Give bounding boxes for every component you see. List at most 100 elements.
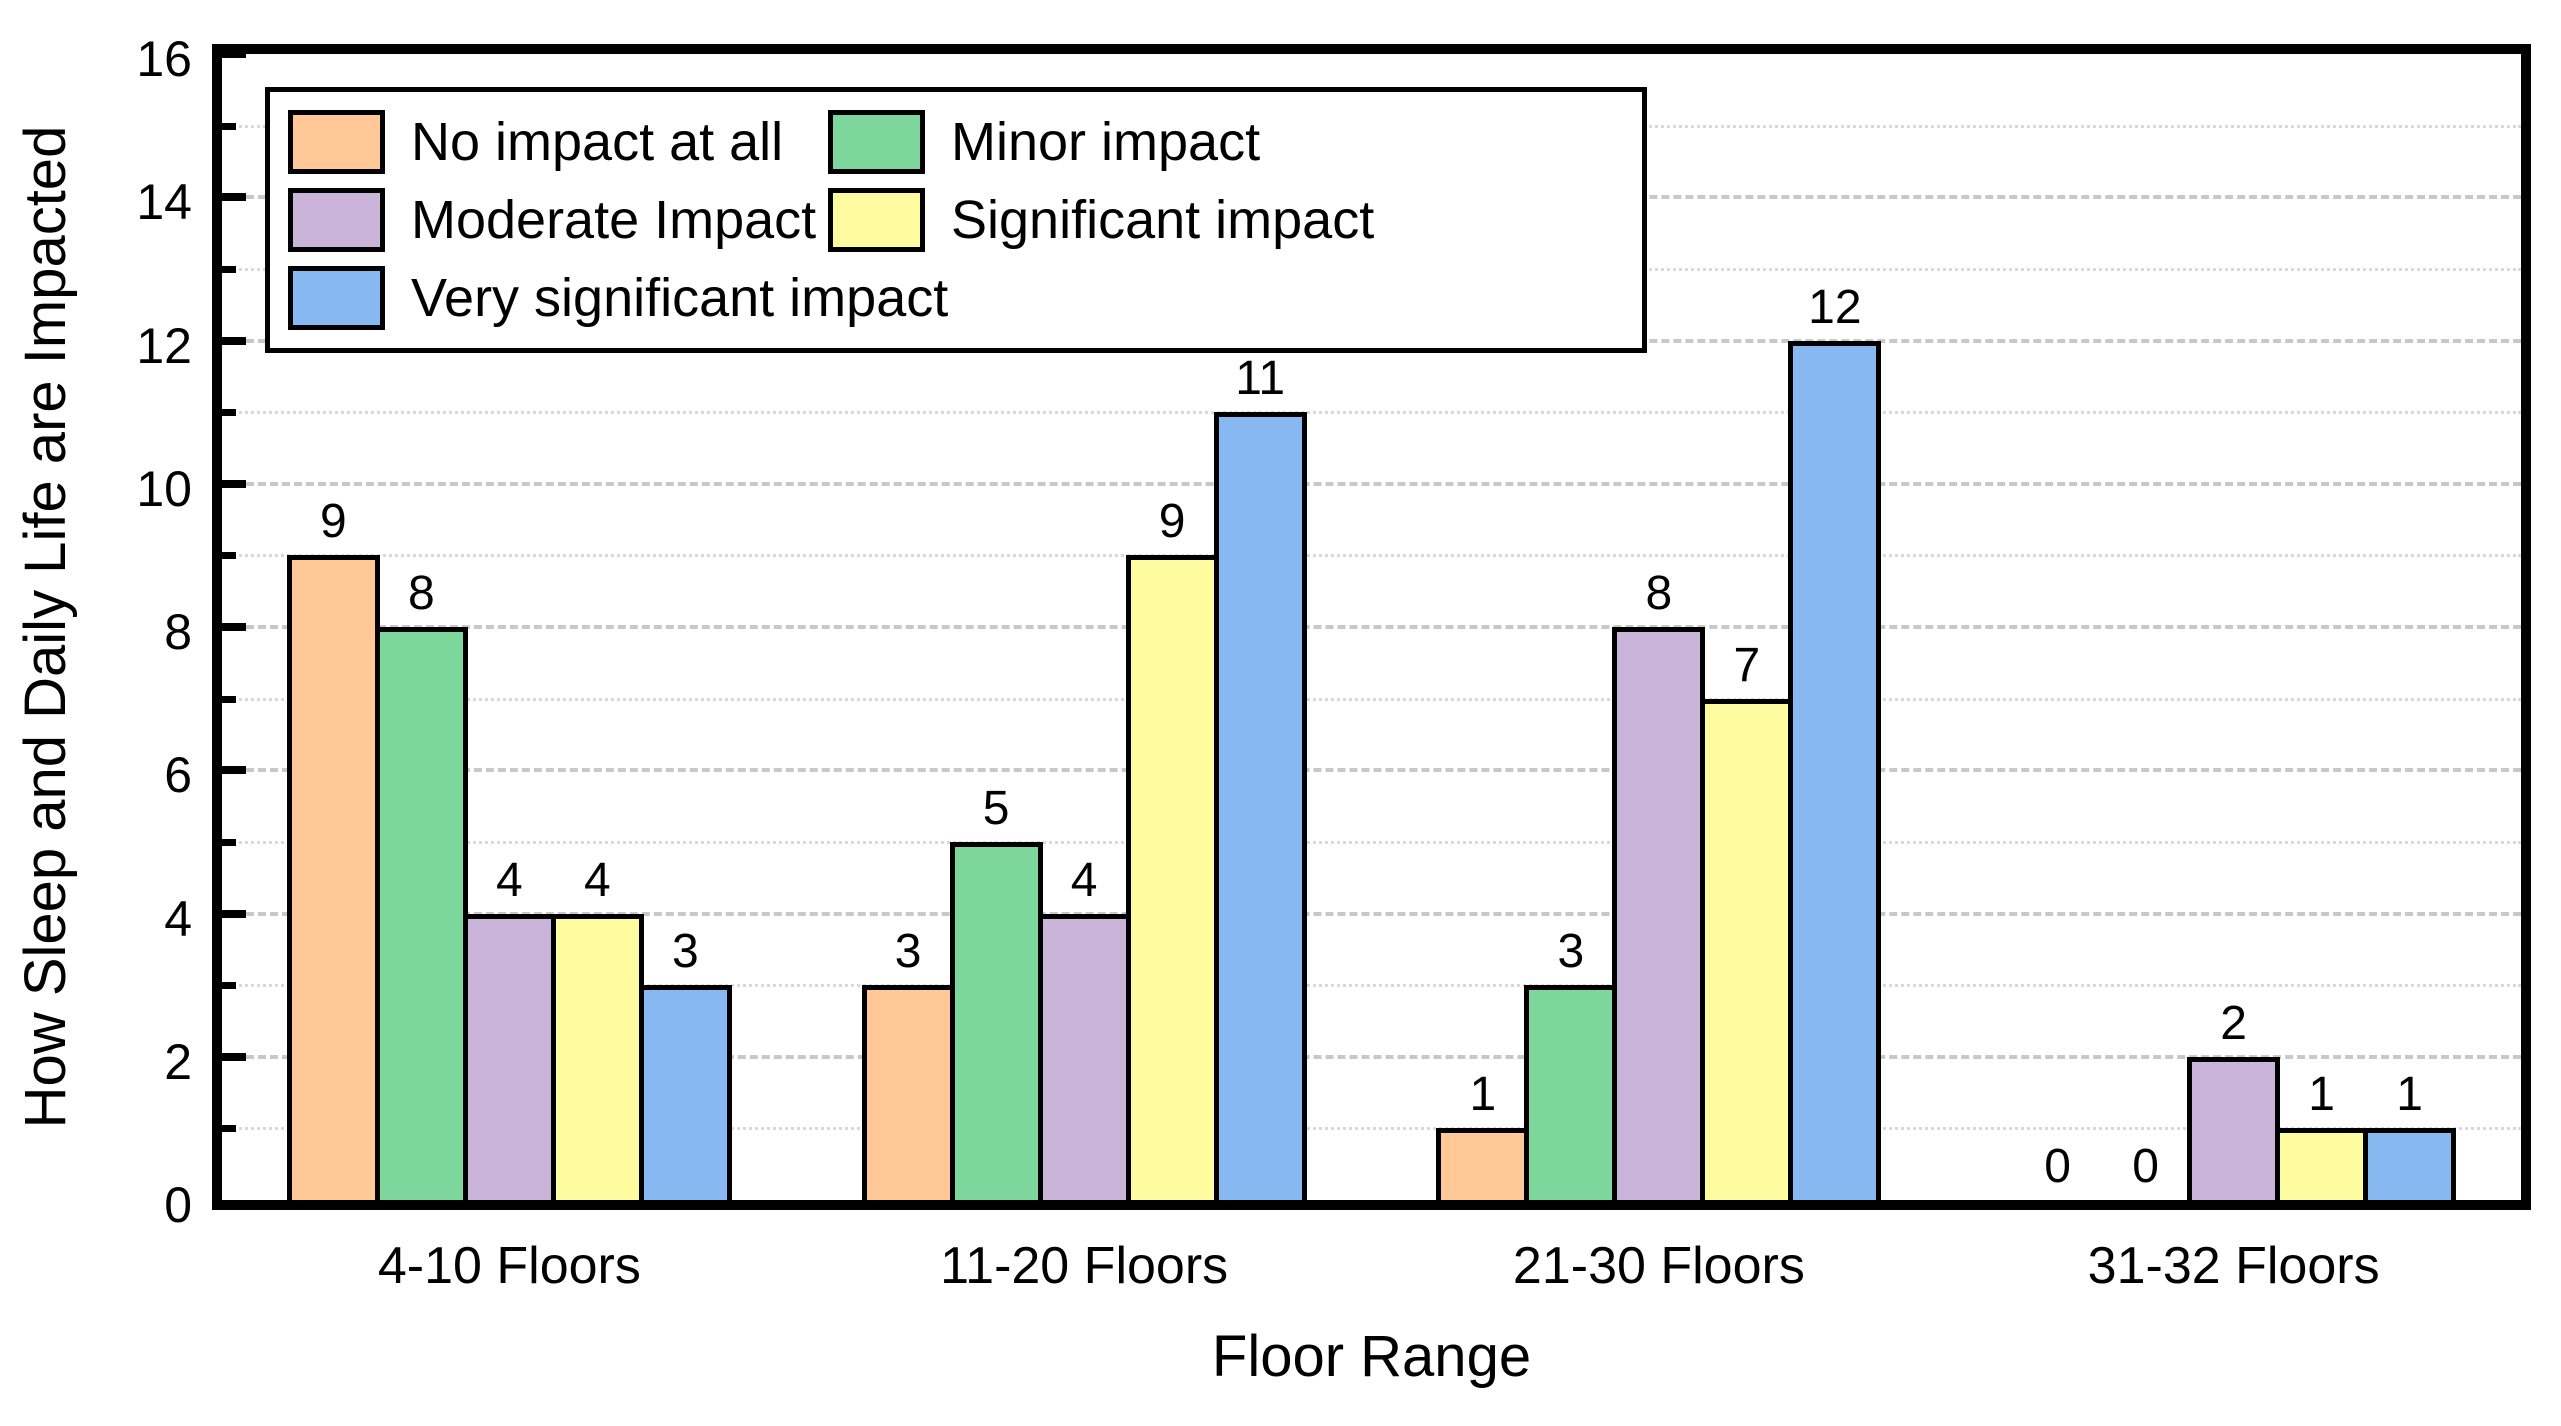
major-gridline-10: [222, 481, 2521, 486]
major-gridline-8: [222, 625, 2521, 629]
legend-entry-Very significant impact: Very significant impact: [288, 260, 948, 336]
bar-Very significant impact-21-30 Floors: [1788, 340, 1882, 1200]
bar-slot: 5: [949, 781, 1043, 1200]
major-gridline-4: [222, 911, 2521, 916]
bar-slot: 0: [2099, 1142, 2192, 1200]
legend-swatch-Moderate Impact: [288, 188, 385, 252]
x-category-label-31-32 Floors: 31-32 Floors: [2087, 1237, 2380, 1295]
bar-value-label: 4: [496, 853, 523, 907]
bar-slot: 4: [462, 853, 556, 1200]
bar-Significant impact-21-30 Floors: [1700, 698, 1794, 1200]
major-gridline-6: [222, 768, 2521, 773]
bar-slot: 3: [638, 925, 732, 1200]
y-major-tick-16: [222, 50, 246, 58]
bar-No impact at all-4-10 Floors: [286, 555, 380, 1200]
bar-Moderate Impact-11-20 Floors: [1037, 913, 1131, 1200]
bar-slot: 1: [2275, 1068, 2369, 1200]
y-tick-label-2: 2: [164, 1033, 192, 1090]
y-major-tick-4: [222, 909, 246, 918]
bar-No impact at all-21-30 Floors: [1436, 1128, 1530, 1200]
y-minor-tick-15: [222, 122, 236, 130]
y-tick-label-14: 14: [136, 174, 192, 231]
minor-gridline-1: [222, 1127, 2521, 1131]
bar-slot: 9: [286, 495, 380, 1200]
bar-slot: 11: [1213, 352, 1307, 1200]
bar-value-label: 1: [1469, 1068, 1497, 1122]
y-tick-label-10: 10: [136, 460, 192, 517]
bar-value-label: 3: [1557, 925, 1585, 979]
legend-label: No impact at all: [411, 112, 784, 172]
bar-value-label: 9: [320, 495, 347, 549]
legend-label: Very significant impact: [411, 268, 949, 328]
y-major-tick-12: [222, 336, 246, 345]
bar-slot: 9: [1125, 495, 1219, 1200]
x-category-label-21-30 Floors: 21-30 Floors: [1512, 1237, 1805, 1295]
y-minor-tick-11: [222, 409, 236, 417]
bar-value-label: 1: [2396, 1068, 2423, 1122]
bar-value-label: 8: [408, 567, 435, 620]
bar-slot: 1: [2363, 1068, 2457, 1200]
y-tick-label-0: 0: [164, 1177, 192, 1233]
bar-value-label: 3: [672, 925, 699, 979]
legend-entry-Moderate Impact: Moderate Impact: [288, 182, 828, 258]
bar-No impact at all-11-20 Floors: [861, 985, 955, 1200]
legend-entry-No impact at all: No impact at all: [288, 104, 828, 180]
x-category-label-11-20 Floors: 11-20 Floors: [940, 1237, 1229, 1295]
legend-box: No impact at all Minor impact Moderate Imp…: [265, 87, 1647, 353]
bar-slot: 3: [1524, 925, 1618, 1200]
minor-gridline-5: [222, 840, 2521, 844]
bar-slot: 0: [2011, 1142, 2104, 1200]
legend-label: Significant impact: [951, 190, 1375, 250]
bar-value-label: 0: [2132, 1140, 2159, 1193]
bar-group-11-20 Floors: 3 5 4 9 11: [797, 354, 1372, 1200]
bar-slot: 1: [1436, 1068, 1530, 1200]
legend-label: Moderate Impact: [411, 190, 817, 250]
bar-Moderate Impact-4-10 Floors: [462, 913, 556, 1200]
bar-value-label: 11: [1235, 352, 1286, 406]
bar-slot: 2: [2187, 996, 2281, 1200]
bar-Very significant impact-11-20 Floors: [1213, 412, 1307, 1200]
bar-value-label: 4: [1070, 853, 1098, 907]
bar-Minor impact-4-10 Floors: [374, 627, 468, 1200]
bar-value-label: 2: [2220, 996, 2247, 1050]
y-tick-label-12: 12: [136, 317, 192, 374]
legend-swatch-No impact at all: [288, 110, 385, 174]
y-major-tick-8: [222, 623, 246, 631]
y-minor-tick-5: [222, 838, 236, 846]
bar-value-label: 7: [1733, 638, 1761, 692]
y-major-tick-14: [222, 193, 246, 202]
y-tick-label-4: 4: [164, 890, 192, 947]
legend-entry-Significant impact: Significant impact: [828, 182, 1624, 258]
minor-gridline-3: [222, 984, 2521, 988]
y-tick-label-16: 16: [136, 31, 192, 87]
bar-value-label: 1: [2308, 1068, 2335, 1122]
bar-value-label: 5: [982, 781, 1010, 835]
y-tick-label-8: 8: [164, 604, 192, 660]
minor-gridline-7: [222, 697, 2521, 701]
y-minor-tick-7: [222, 695, 236, 703]
legend-label: Minor impact: [951, 112, 1261, 172]
bar-Very significant impact-4-10 Floors: [638, 985, 732, 1200]
bar-slot: 8: [1612, 569, 1706, 1200]
bar-slot: 4: [1037, 853, 1131, 1200]
bar-Minor impact-21-30 Floors: [1524, 985, 1618, 1200]
y-minor-tick-3: [222, 982, 236, 990]
bar-group-21-30 Floors: 1 3 8 7 12: [1372, 280, 1947, 1200]
bar-value-label: 3: [894, 925, 922, 979]
bar-slot: 8: [374, 567, 468, 1200]
bar-value-label: 12: [1808, 280, 1862, 334]
legend-swatch-Minor impact: [828, 110, 925, 174]
bar-slot: 4: [550, 855, 644, 1200]
major-gridline-2: [222, 1054, 2521, 1059]
minor-gridline-11: [222, 411, 2521, 415]
bar-value-label: 9: [1158, 495, 1186, 549]
y-major-tick-6: [222, 766, 246, 775]
bar-Significant impact-11-20 Floors: [1125, 555, 1219, 1200]
y-minor-tick-1: [222, 1125, 236, 1133]
minor-gridline-9: [222, 554, 2521, 558]
bar-Moderate Impact-21-30 Floors: [1612, 627, 1706, 1200]
y-minor-tick-9: [222, 552, 236, 560]
bar-Moderate Impact-31-32 Floors: [2187, 1056, 2281, 1200]
legend-swatch-Very significant impact: [288, 266, 385, 330]
